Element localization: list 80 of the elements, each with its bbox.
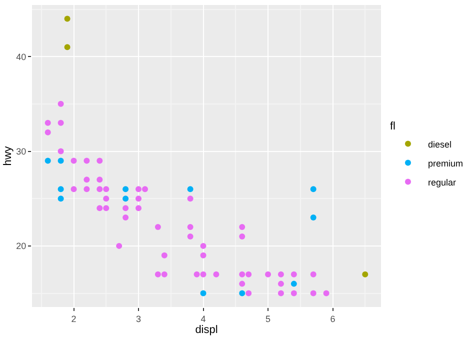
point xyxy=(213,271,220,278)
point xyxy=(44,158,51,164)
point xyxy=(290,290,297,296)
point xyxy=(239,271,246,278)
point xyxy=(136,186,142,192)
point xyxy=(290,271,297,278)
point xyxy=(161,271,168,278)
point xyxy=(103,205,110,212)
point xyxy=(310,271,316,278)
point xyxy=(323,290,330,296)
legend-label: regular xyxy=(428,177,456,188)
point xyxy=(187,186,194,192)
point xyxy=(200,290,206,296)
point xyxy=(239,233,246,240)
point xyxy=(58,196,64,202)
point xyxy=(84,176,90,183)
point xyxy=(187,224,194,230)
point xyxy=(239,290,246,296)
point xyxy=(58,148,64,154)
x-tick-label: 4 xyxy=(200,314,206,324)
point xyxy=(200,242,206,249)
point xyxy=(96,205,103,212)
x-tick-label: 6 xyxy=(330,314,336,324)
y-tick-label: 20 xyxy=(16,241,26,252)
legend-label: diesel xyxy=(428,139,452,150)
point xyxy=(96,176,103,183)
point xyxy=(70,158,77,164)
point xyxy=(44,129,51,136)
point xyxy=(154,224,161,230)
point xyxy=(154,271,161,278)
point xyxy=(58,158,64,164)
x-tick-label: 5 xyxy=(266,314,271,324)
point xyxy=(122,186,129,192)
point xyxy=(278,280,284,287)
point xyxy=(64,16,70,22)
point xyxy=(58,186,64,192)
point xyxy=(58,120,64,126)
point xyxy=(310,214,316,221)
point xyxy=(194,271,200,278)
point xyxy=(122,214,129,221)
point xyxy=(239,224,246,230)
point xyxy=(64,44,70,50)
point xyxy=(310,290,316,296)
point xyxy=(161,252,168,258)
y-tick-label: 30 xyxy=(16,146,26,156)
point xyxy=(246,271,252,278)
point xyxy=(116,242,122,249)
point xyxy=(84,158,90,164)
point xyxy=(278,290,284,296)
point xyxy=(103,186,110,192)
legend-label: premium xyxy=(428,158,463,168)
point xyxy=(278,271,284,278)
point xyxy=(70,186,77,192)
point xyxy=(246,290,252,296)
point xyxy=(265,271,272,278)
y-axis-title: hwy xyxy=(2,146,14,166)
point xyxy=(136,205,142,212)
x-tick-label: 2 xyxy=(71,314,76,324)
x-axis-title: displ xyxy=(195,324,218,336)
y-tick-label: 40 xyxy=(16,52,26,62)
point xyxy=(310,186,316,192)
point xyxy=(96,158,103,164)
point xyxy=(122,196,129,202)
point xyxy=(84,186,90,192)
point xyxy=(44,120,51,126)
point xyxy=(200,271,206,278)
point xyxy=(58,100,64,107)
point xyxy=(103,196,110,202)
legend-title: fl xyxy=(390,120,396,132)
point xyxy=(187,233,194,240)
point xyxy=(136,196,142,202)
point xyxy=(187,196,194,202)
point xyxy=(362,271,368,278)
point xyxy=(96,186,103,192)
point xyxy=(142,186,148,192)
point xyxy=(122,205,129,212)
point xyxy=(290,280,297,287)
point xyxy=(239,280,246,287)
point xyxy=(200,252,206,258)
x-tick-label: 3 xyxy=(136,314,142,324)
